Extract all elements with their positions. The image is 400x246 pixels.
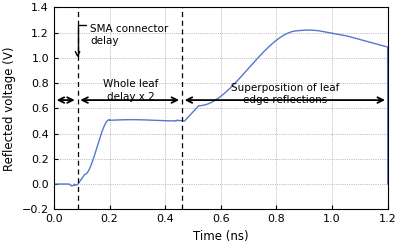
Text: Superposition of leaf
edge reflections: Superposition of leaf edge reflections: [231, 83, 339, 106]
Text: SMA connector
delay: SMA connector delay: [90, 24, 168, 46]
Text: Whole leaf
delay x 2: Whole leaf delay x 2: [103, 79, 158, 102]
X-axis label: Time (ns): Time (ns): [193, 230, 249, 243]
Y-axis label: Reflected voltage (V): Reflected voltage (V): [3, 46, 16, 170]
